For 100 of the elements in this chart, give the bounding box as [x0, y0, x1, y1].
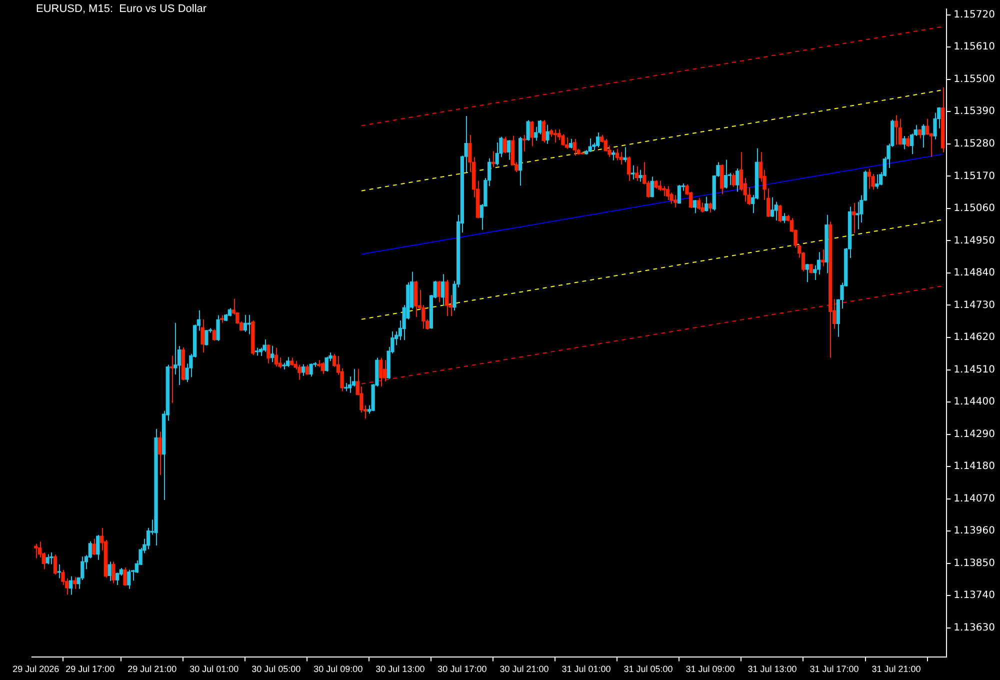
candlestick	[96, 534, 100, 560]
candlestick	[212, 328, 216, 342]
candlestick	[666, 186, 670, 200]
candlestick	[561, 134, 565, 146]
candlestick	[805, 263, 809, 283]
candlestick	[262, 339, 266, 352]
candlestick	[382, 360, 387, 382]
candlestick	[650, 176, 654, 198]
candlestick	[348, 376, 352, 394]
x-tick-label: 30 Jul 13:00	[376, 664, 425, 674]
candlestick	[204, 329, 208, 346]
candlestick	[243, 314, 247, 332]
y-tick-label: 1.14290	[954, 428, 996, 440]
candlestick	[894, 114, 898, 146]
x-tick-label: 31 Jul 17:00	[810, 664, 859, 674]
y-tick-label: 1.13850	[954, 558, 996, 569]
x-tick-label: 31 Jul 21:00	[872, 664, 921, 674]
candlestick	[906, 136, 910, 148]
candlestick	[146, 527, 150, 550]
candlestick	[440, 274, 445, 306]
candlestick	[34, 543, 38, 559]
chart-title: EURUSD, M15: Euro vs US Dollar	[36, 3, 207, 15]
candlestick	[720, 164, 724, 195]
candlestick	[495, 142, 499, 166]
x-tick-label: 31 Jul 05:00	[624, 664, 673, 674]
candlestick	[674, 194, 678, 208]
candlestick	[127, 569, 131, 590]
candlestick	[53, 554, 58, 575]
candlestick	[61, 569, 65, 586]
candlestick	[270, 345, 274, 363]
y-tick-label: 1.14070	[954, 493, 996, 504]
candlestick	[867, 168, 871, 190]
x-tick-label: 30 Jul 09:00	[314, 664, 363, 674]
y-tick-label: 1.15280	[954, 138, 996, 150]
candlestick	[174, 322, 178, 375]
x-tick-label: 31 Jul 09:00	[686, 664, 735, 674]
candlestick	[910, 133, 914, 155]
candlestick	[596, 132, 600, 148]
candlestick	[612, 150, 616, 161]
candlestick	[778, 204, 782, 223]
x-tick-label: 31 Jul 13:00	[748, 664, 797, 674]
candlestick	[542, 120, 546, 143]
y-tick-label: 1.14400	[954, 396, 996, 408]
y-tick-label: 1.14510	[954, 364, 996, 376]
candlestick	[700, 202, 704, 214]
candlestick	[123, 566, 127, 586]
candlestick	[774, 201, 778, 221]
candlestick	[572, 138, 576, 156]
candlestick	[565, 136, 569, 150]
candlestick	[57, 564, 61, 579]
x-tick-label: 30 Jul 17:00	[438, 664, 487, 674]
candlestick	[112, 561, 116, 584]
candlestick	[724, 159, 728, 189]
x-tick-label: 30 Jul 05:00	[252, 664, 301, 674]
candlestick	[782, 212, 786, 224]
candlestick	[627, 156, 631, 182]
candlestick	[708, 202, 712, 214]
candlestick	[80, 556, 84, 581]
candlestick	[298, 364, 302, 380]
candlestick	[266, 344, 270, 364]
candlestick	[530, 120, 534, 147]
candlestick	[898, 118, 902, 146]
candlestick	[158, 431, 162, 476]
y-tick-label: 1.15720	[954, 9, 996, 20]
candlestick	[615, 148, 620, 161]
candlestick	[638, 169, 642, 182]
y-tick-label: 1.15390	[954, 106, 996, 118]
candlestick	[696, 198, 700, 210]
candlestick	[871, 173, 875, 190]
candlestick	[732, 173, 736, 188]
candlestick	[704, 196, 708, 212]
y-tick-label: 1.13960	[954, 526, 996, 537]
candlestick	[526, 120, 530, 142]
candlestick	[546, 124, 550, 144]
y-tick-label: 1.13740	[954, 590, 996, 602]
candlestick	[301, 364, 306, 376]
candlestick	[630, 164, 635, 180]
y-tick-label: 1.15170	[954, 170, 996, 182]
y-tick-label: 1.14840	[954, 268, 996, 279]
candlestick	[170, 355, 174, 404]
y-tick-label: 1.13630	[954, 622, 996, 634]
candlestick	[68, 576, 73, 596]
x-tick-label: 30 Jul 01:00	[190, 664, 239, 674]
x-tick-label: 29 Jul 17:00	[66, 664, 115, 674]
y-tick-label: 1.15610	[954, 42, 996, 53]
x-tick-label: 29 Jul 21:00	[128, 664, 177, 674]
candlestick	[875, 174, 879, 190]
x-tick-label: 30 Jul 21:00	[500, 664, 549, 674]
candlestick	[770, 196, 774, 218]
candlestick	[115, 572, 120, 586]
candlestick	[623, 146, 627, 163]
candlestick	[309, 363, 313, 378]
candlestick	[46, 554, 50, 565]
candlestick	[200, 318, 204, 353]
candlestick	[658, 180, 662, 192]
candlestick	[92, 538, 96, 556]
candlestick	[324, 356, 328, 372]
candlestick	[286, 356, 290, 368]
candlestick	[378, 357, 383, 387]
candlestick	[108, 561, 112, 582]
